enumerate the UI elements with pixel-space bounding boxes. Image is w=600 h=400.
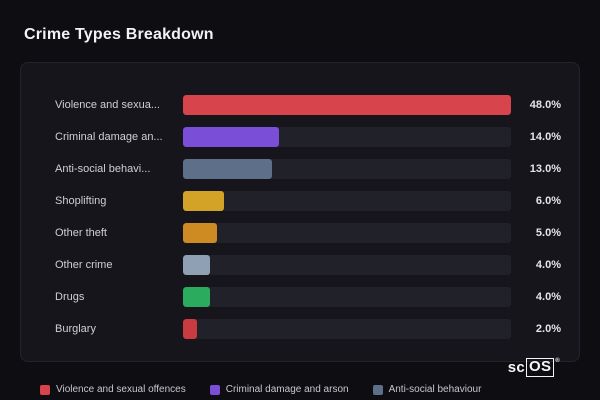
bar-row: Other crime 4.0% <box>39 249 561 281</box>
value-label: 4.0% <box>535 259 561 271</box>
brand-logo: sc OS ® <box>508 358 560 377</box>
bar-row: Shoplifting 6.0% <box>39 185 561 217</box>
bar-chart: Violence and sexua... 48.0% Criminal damag… <box>39 89 561 345</box>
value-label: 14.0% <box>529 131 561 143</box>
legend-swatch-icon <box>372 384 383 395</box>
bar-track <box>183 255 511 275</box>
bar-fill[interactable] <box>183 255 211 275</box>
category-label: Other crime <box>55 259 113 271</box>
value-label: 5.0% <box>535 227 561 239</box>
value-label: 2.0% <box>535 323 561 335</box>
legend-swatch-icon <box>209 384 220 395</box>
bar-row: Violence and sexua... 48.0% <box>39 89 561 121</box>
brand-logo-prefix: sc <box>507 358 525 376</box>
page-title: Crime Types Breakdown <box>24 26 214 43</box>
bar-track <box>183 287 511 307</box>
chart-legend: Violence and sexual offences Criminal dam… <box>40 384 481 395</box>
bar-track <box>183 127 511 147</box>
legend-label: Anti-social behaviour <box>388 384 482 395</box>
chart-card: Violence and sexua... 48.0% Criminal damag… <box>20 62 580 362</box>
value-label: 48.0% <box>529 99 561 111</box>
category-label: Drugs <box>55 291 85 303</box>
bar-track <box>183 223 511 243</box>
bar-row: Burglary 2.0% <box>39 313 561 345</box>
bar-row: Other theft 5.0% <box>39 217 561 249</box>
category-label: Criminal damage an... <box>55 131 163 143</box>
category-label: Other theft <box>55 227 107 239</box>
registered-mark: ® <box>555 358 560 364</box>
category-label: Violence and sexua... <box>55 99 160 111</box>
bar-track <box>183 95 511 115</box>
category-label: Shoplifting <box>55 195 107 207</box>
legend-item[interactable]: Criminal damage and arson <box>209 384 349 395</box>
value-label: 6.0% <box>535 195 561 207</box>
bar-row: Criminal damage an... 14.0% <box>39 121 561 153</box>
bar-row: Anti-social behavi... 13.0% <box>39 153 561 185</box>
bar-fill[interactable] <box>183 159 272 179</box>
legend-label: Criminal damage and arson <box>225 384 349 395</box>
legend-label: Violence and sexual offences <box>56 384 186 395</box>
brand-logo-boxed: OS <box>525 358 555 377</box>
bar-fill[interactable] <box>183 223 218 243</box>
bar-row: Drugs 4.0% <box>39 281 561 313</box>
bar-track <box>183 191 511 211</box>
bar-fill[interactable] <box>183 319 197 339</box>
legend-item[interactable]: Anti-social behaviour <box>372 384 482 395</box>
legend-swatch-icon <box>40 384 50 395</box>
category-label: Anti-social behavi... <box>55 163 151 175</box>
bar-fill[interactable] <box>183 191 224 211</box>
legend-item[interactable]: Violence and sexual offences <box>40 384 186 395</box>
bar-fill[interactable] <box>183 95 511 115</box>
bar-fill[interactable] <box>183 287 211 307</box>
category-label: Burglary <box>55 323 96 335</box>
bar-fill[interactable] <box>183 127 279 147</box>
value-label: 13.0% <box>529 163 561 175</box>
bar-track <box>183 319 511 339</box>
bar-track <box>183 159 511 179</box>
value-label: 4.0% <box>535 291 561 303</box>
